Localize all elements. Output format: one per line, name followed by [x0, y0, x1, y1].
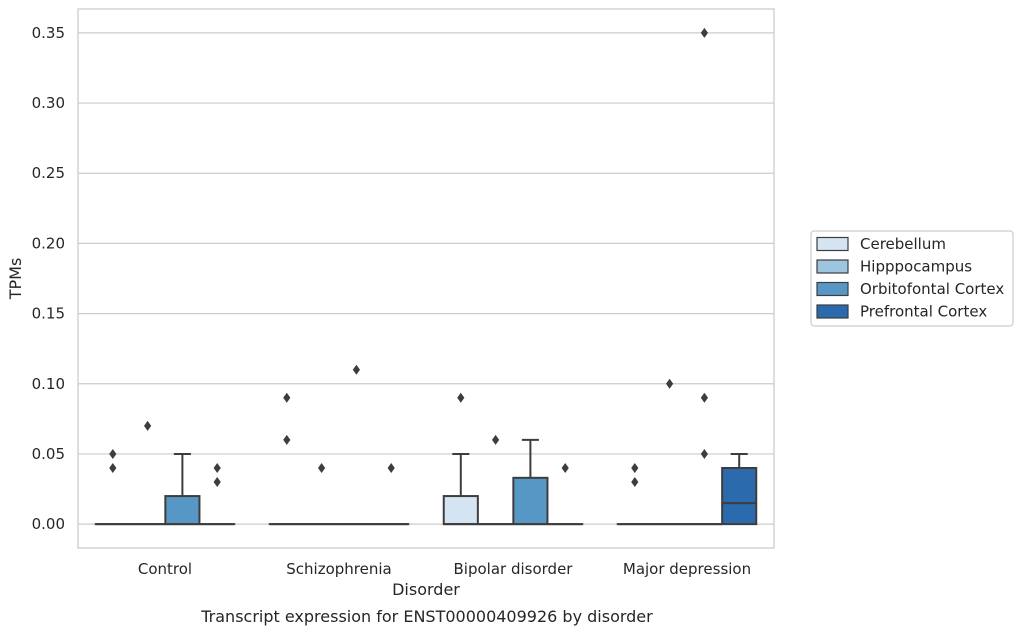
x-tick-label: Schizophrenia — [286, 560, 391, 578]
outlier-point — [631, 477, 639, 488]
legend-label: Orbitofontal Cortex — [860, 280, 1004, 298]
outlier-point — [213, 477, 221, 488]
plot-frame — [77, 8, 775, 549]
y-tick-label: 0.35 — [32, 24, 65, 42]
y-tick-label: 0.10 — [32, 375, 65, 393]
outlier-point — [700, 27, 708, 38]
box — [651, 378, 688, 526]
x-tick-label: Bipolar disorder — [454, 560, 574, 578]
x-axis-ticks: Control Schizophrenia Bipolar disorder Majo… — [138, 560, 751, 578]
outlier-point — [283, 392, 291, 403]
legend-label: Hipppocampus — [860, 258, 972, 276]
y-tick-label: 0.25 — [32, 164, 65, 182]
box — [547, 462, 584, 526]
outlier-point — [283, 434, 291, 445]
box-body — [721, 466, 758, 526]
outlier-point — [213, 462, 221, 473]
series-0 — [94, 392, 653, 526]
outlier-point — [457, 392, 465, 403]
box-body — [442, 495, 479, 526]
box — [338, 364, 375, 526]
legend-swatch — [816, 304, 849, 319]
outlier-point — [144, 420, 152, 431]
box-plot-series — [94, 27, 758, 526]
box — [373, 462, 410, 526]
box-body — [164, 495, 201, 526]
box — [129, 420, 166, 526]
box — [721, 452, 758, 526]
y-axis-ticks: 0.00 0.05 0.10 0.15 0.20 0.25 0.30 0.35 — [32, 24, 65, 533]
legend-label: Prefrontal Cortex — [860, 303, 987, 321]
box — [477, 434, 514, 526]
y-tick-label: 0.00 — [32, 515, 65, 533]
box — [512, 438, 549, 526]
box — [686, 27, 723, 526]
box — [268, 392, 305, 526]
outlier-point — [109, 462, 117, 473]
legend-swatch — [816, 281, 849, 297]
legend-swatch — [816, 259, 849, 274]
x-axis-label: Disorder — [392, 580, 460, 599]
y-axis-label: TPMs — [6, 258, 25, 301]
box — [94, 448, 131, 526]
outlier-point — [561, 462, 569, 473]
box — [442, 392, 479, 526]
series-1 — [129, 378, 688, 526]
box — [303, 462, 340, 526]
legend-frame — [810, 230, 1014, 327]
box-body — [512, 476, 549, 526]
outlier-point — [700, 448, 708, 459]
y-tick-label: 0.15 — [32, 305, 65, 323]
box — [199, 462, 236, 526]
legend-label: Cerebellum — [860, 235, 946, 253]
legend-item: Cerebellum — [816, 235, 946, 253]
outlier-point — [700, 392, 708, 403]
box — [616, 462, 653, 526]
outlier-point — [492, 434, 500, 445]
box — [164, 452, 201, 526]
series-3 — [199, 452, 758, 526]
legend-item: Hipppocampus — [816, 258, 972, 276]
x-tick-label: Major depression — [623, 560, 751, 578]
outlier-point — [318, 462, 326, 473]
legend-item: Prefrontal Cortex — [816, 303, 987, 321]
grid-lines — [78, 32, 774, 525]
series-2 — [164, 27, 723, 526]
legend-item: Orbitofontal Cortex — [816, 280, 1004, 298]
y-tick-label: 0.05 — [32, 445, 65, 463]
outlier-point — [631, 462, 639, 473]
x-tick-label: Control — [138, 560, 192, 578]
y-tick-label: 0.20 — [32, 234, 65, 252]
legend: Cerebellum Hipppocampus Orbitofontal Corte… — [810, 230, 1014, 327]
legend-swatch — [816, 236, 849, 252]
outlier-point — [352, 364, 360, 375]
outlier-point — [387, 462, 395, 473]
chart-caption: Transcript expression for ENST0000040992… — [200, 607, 653, 626]
y-tick-label: 0.30 — [32, 94, 65, 112]
outlier-point — [666, 378, 674, 389]
outlier-point — [109, 448, 117, 459]
